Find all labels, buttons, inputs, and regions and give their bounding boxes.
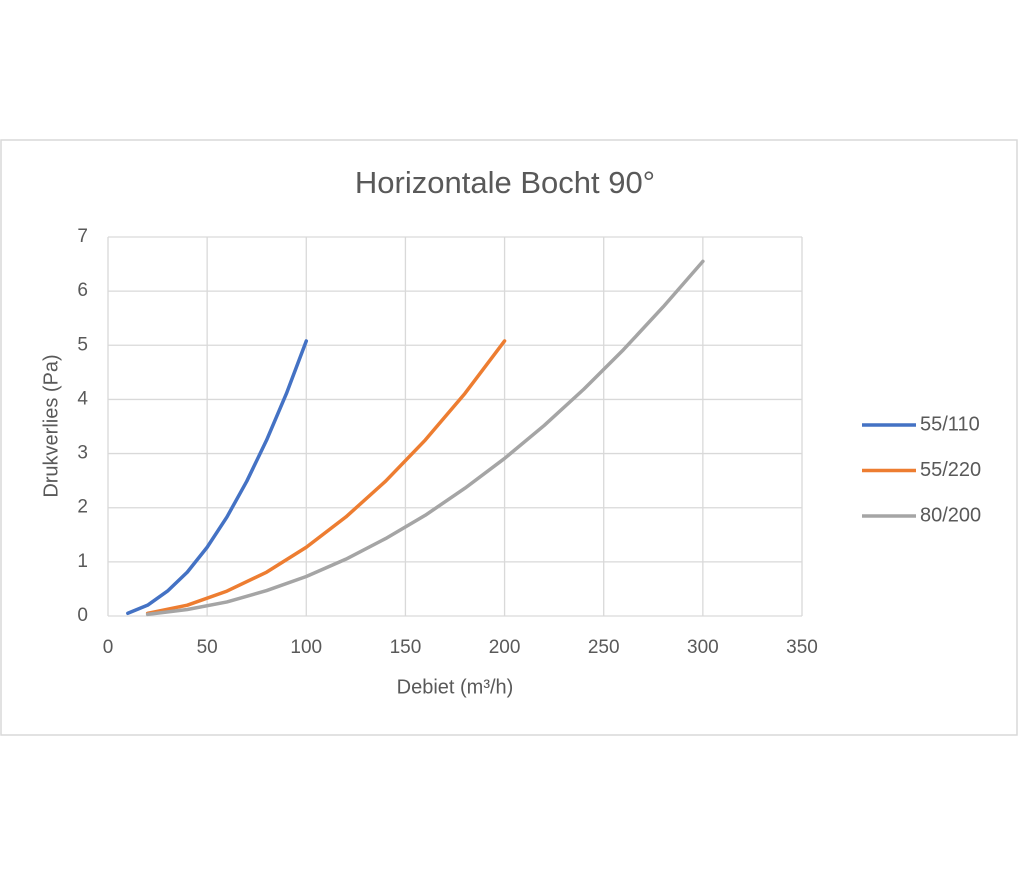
legend-label: 80/200 (920, 504, 981, 526)
y-tick-label: 6 (77, 280, 88, 301)
x-tick-label: 0 (103, 637, 114, 658)
x-axis-label: Debiet (m³/h) (397, 676, 514, 698)
y-tick-label: 2 (77, 497, 88, 518)
y-tick-label: 3 (77, 443, 88, 464)
x-tick-label: 150 (390, 637, 422, 658)
series-line (126, 339, 309, 616)
chart-frame (0, 139, 1018, 736)
chart-title: Horizontale Bocht 90° (355, 165, 655, 200)
y-tick-label: 7 (77, 226, 88, 247)
y-axis-label: Drukverlies (Pa) (40, 354, 62, 497)
x-tick-label: 300 (687, 637, 719, 658)
x-tick-label: 350 (786, 637, 818, 658)
x-tick-label: 250 (588, 637, 620, 658)
series-line (145, 259, 705, 617)
x-tick-label: 100 (290, 637, 322, 658)
y-tick-label: 0 (77, 605, 88, 626)
x-tick-label: 200 (489, 637, 521, 658)
y-tick-label: 1 (77, 551, 88, 572)
y-tick-label: 5 (77, 334, 88, 355)
legend-label: 55/220 (920, 459, 981, 481)
series-line (145, 339, 507, 616)
legend-label: 55/110 (920, 413, 980, 435)
y-tick-label: 4 (77, 388, 88, 409)
x-tick-label: 50 (197, 637, 218, 658)
